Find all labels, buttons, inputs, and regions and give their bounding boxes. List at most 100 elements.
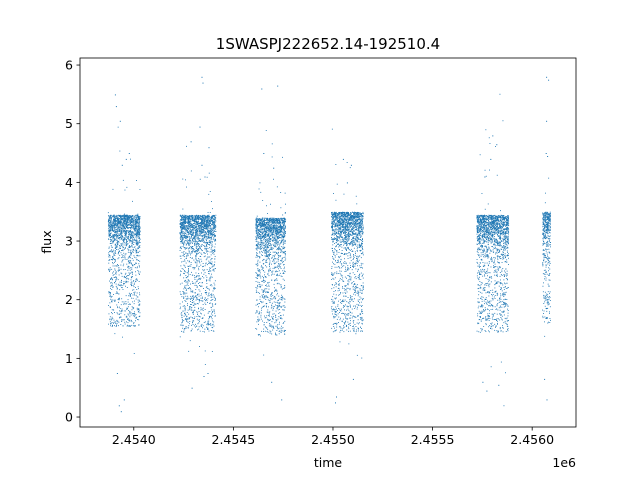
- data-point: [111, 316, 113, 318]
- data-point: [268, 241, 270, 243]
- data-point: [133, 236, 135, 238]
- data-point: [135, 325, 136, 327]
- data-point: [204, 299, 206, 300]
- data-point: [258, 236, 260, 238]
- data-point: [136, 215, 138, 217]
- data-point: [283, 225, 285, 227]
- data-point: [183, 215, 185, 216]
- data-point: [134, 315, 136, 316]
- data-point: [136, 229, 137, 231]
- data-point: [276, 327, 278, 328]
- data-point: [208, 216, 209, 218]
- data-point: [202, 219, 204, 221]
- data-point: [114, 214, 115, 216]
- data-point: [117, 224, 119, 226]
- data-point: [259, 251, 260, 253]
- data-point: [117, 239, 119, 241]
- data-point: [277, 219, 279, 220]
- data-point: [205, 235, 207, 237]
- data-point: [134, 267, 136, 269]
- data-point: [208, 219, 210, 221]
- data-point: [195, 234, 197, 235]
- data-point: [132, 241, 134, 243]
- data-point: [279, 219, 281, 221]
- data-point: [191, 215, 193, 217]
- data-point: [204, 248, 206, 249]
- data-point: [201, 217, 203, 219]
- data-point: [137, 217, 139, 219]
- data-point: [207, 241, 209, 243]
- data-point: [191, 281, 193, 283]
- data-point: [117, 243, 119, 245]
- data-point: [273, 273, 275, 275]
- data-point: [258, 229, 259, 231]
- data-point: [269, 298, 271, 300]
- data-point: [258, 284, 260, 285]
- data-point: [125, 278, 127, 280]
- data-point: [198, 226, 200, 228]
- data-point: [182, 255, 184, 257]
- data-point: [184, 242, 186, 244]
- data-point: [260, 230, 262, 232]
- data-point: [279, 321, 280, 323]
- data-point: [189, 340, 191, 342]
- data-point: [215, 217, 217, 219]
- data-point: [138, 235, 139, 237]
- data-point: [203, 228, 205, 230]
- data-point: [139, 238, 141, 240]
- data-point: [138, 310, 140, 312]
- data-point: [181, 220, 183, 221]
- data-point: [110, 217, 112, 219]
- data-point: [257, 304, 258, 305]
- data-point: [114, 220, 116, 222]
- data-point: [267, 233, 269, 235]
- data-point: [273, 178, 274, 180]
- data-point: [201, 285, 203, 287]
- data-point: [125, 295, 127, 297]
- data-point: [202, 263, 204, 264]
- data-point: [125, 233, 126, 235]
- data-point: [114, 234, 116, 236]
- data-point: [118, 252, 119, 254]
- data-point: [196, 265, 198, 267]
- data-point: [116, 232, 118, 234]
- data-point: [180, 231, 182, 233]
- data-point: [200, 297, 202, 299]
- data-point: [120, 237, 122, 239]
- data-point: [262, 306, 264, 308]
- data-point: [192, 238, 194, 239]
- data-point: [210, 254, 212, 256]
- data-point: [127, 243, 129, 245]
- data-point: [206, 324, 208, 326]
- data-point: [139, 246, 140, 248]
- data-point: [185, 253, 187, 254]
- data-point: [205, 292, 207, 293]
- data-point: [190, 299, 192, 300]
- data-point: [273, 296, 275, 298]
- data-point: [283, 257, 285, 258]
- data-point: [258, 318, 260, 320]
- data-point: [259, 182, 261, 184]
- data-point: [109, 220, 111, 221]
- data-point: [270, 296, 272, 297]
- data-point: [284, 266, 285, 268]
- data-point: [182, 246, 184, 247]
- data-point: [201, 218, 203, 220]
- data-point: [213, 230, 215, 232]
- data-point: [119, 221, 121, 223]
- data-point: [268, 229, 270, 230]
- data-point: [111, 225, 113, 227]
- data-point: [283, 237, 284, 238]
- data-point: [201, 293, 202, 295]
- data-point: [121, 287, 123, 288]
- data-point: [181, 218, 183, 220]
- data-point: [202, 236, 203, 238]
- data-point: [255, 223, 257, 225]
- data-point: [127, 319, 128, 320]
- data-point: [284, 320, 286, 322]
- data-point: [125, 276, 127, 278]
- data-point: [184, 312, 186, 314]
- data-point: [197, 237, 199, 238]
- data-point: [187, 326, 189, 328]
- data-point: [182, 219, 184, 220]
